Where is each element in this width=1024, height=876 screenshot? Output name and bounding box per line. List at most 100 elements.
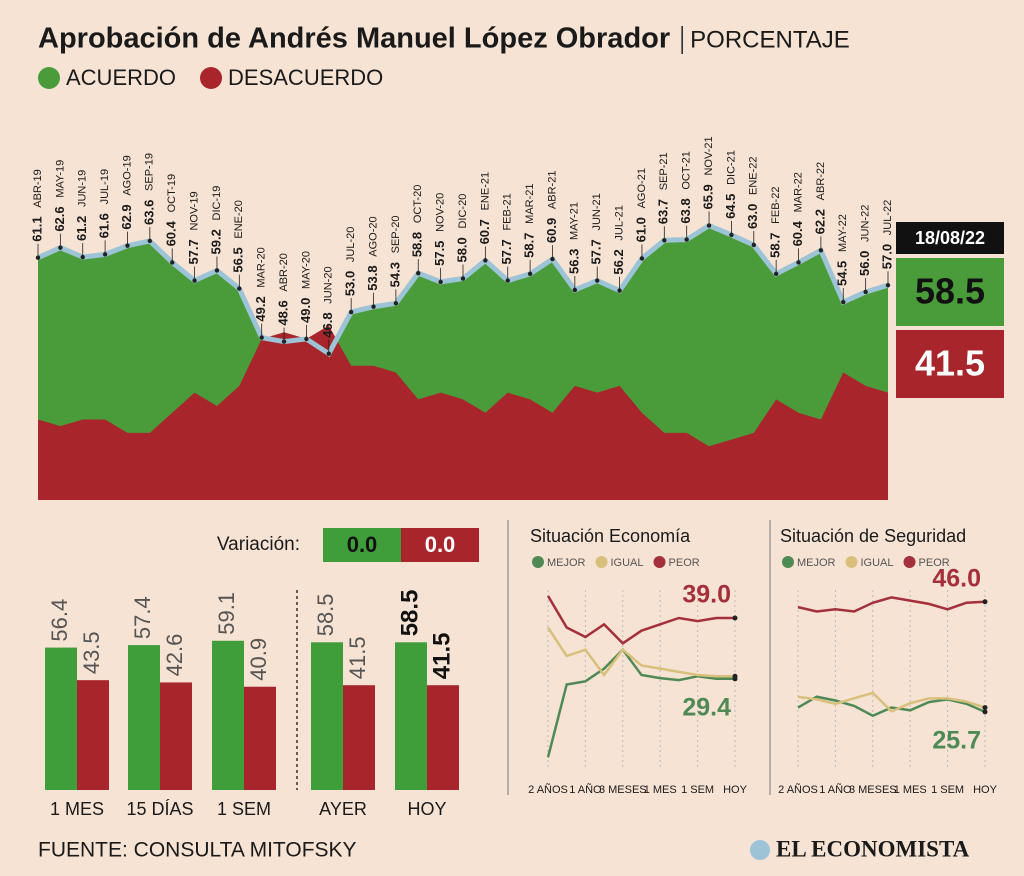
x-tick-label: MAY-19 [54, 160, 66, 198]
x-tick-label: 2 AÑOS [528, 783, 568, 796]
value-label: 56.5 [231, 247, 246, 272]
value-label: 57.7 [186, 239, 201, 264]
variation-box [401, 528, 479, 562]
legend-swatch [653, 556, 666, 568]
value-label: 58.8 [410, 232, 425, 257]
end-point [732, 615, 738, 621]
area [38, 325, 888, 500]
value-label: 53.0 [343, 271, 358, 296]
line [546, 626, 735, 678]
x-tick-label: DIC-21 [725, 150, 737, 185]
value-label: 64.5 [723, 194, 738, 219]
value-label: 41.5 [428, 632, 455, 679]
value-label: 62.6 [52, 206, 67, 231]
bar [395, 642, 427, 790]
variation-value: 0.0 [347, 532, 378, 557]
date-box [896, 222, 1004, 254]
value-label: 60.4 [790, 220, 805, 246]
x-tick-label: JUN-20 [323, 266, 335, 303]
x-tick-label: MAR-21 [524, 183, 536, 223]
x-tick-label: MAY-21 [569, 202, 581, 240]
bar [427, 685, 459, 790]
x-tick-label: ENE-20 [233, 200, 245, 239]
legend-label: PEOR [669, 557, 700, 569]
value-label: 46.8 [320, 312, 335, 337]
chart-title: Situación Economía [530, 526, 691, 546]
value-label: 58.5 [313, 593, 338, 636]
latest-value: 41.5 [915, 343, 985, 384]
value-label: 63.6 [141, 200, 156, 225]
x-tick-label: 1 MES [644, 784, 677, 796]
value-label: 49.2 [253, 296, 268, 321]
end-point [732, 673, 738, 679]
value-label: 59.1 [214, 592, 239, 635]
bar [160, 682, 192, 790]
value-label: 58.0 [454, 237, 469, 262]
x-tick-label: JUN-22 [860, 205, 872, 242]
legend-swatch [532, 556, 544, 568]
line [546, 647, 735, 758]
bar [128, 645, 160, 790]
x-tick-label: 1 SEM [931, 784, 964, 796]
x-tick-label: ABR-21 [546, 171, 558, 210]
latest-box [896, 330, 1004, 398]
value-label: 40.9 [246, 638, 271, 681]
value-label: 60.7 [477, 219, 492, 244]
x-tick-label: NOV-20 [435, 193, 447, 232]
value-label: 58.5 [396, 590, 423, 637]
legend-label: IGUAL [861, 557, 894, 569]
x-tick-label: 1 MES [894, 784, 927, 796]
x-tick-label: HOY [407, 799, 446, 819]
x-tick-label: JUN-19 [77, 170, 89, 207]
end-point [982, 709, 988, 715]
value-label: 43.5 [79, 631, 104, 674]
value-label: 56.2 [611, 249, 626, 274]
latest-value: 58.5 [915, 271, 985, 312]
value-label: 57.0 [879, 244, 894, 269]
x-tick-label: HOY [723, 784, 748, 796]
end-point [982, 599, 988, 605]
end-point [982, 705, 988, 711]
chart-title: Situación de Seguridad [780, 526, 966, 546]
end-label: 25.7 [932, 727, 981, 755]
x-tick-label: ABR-20 [278, 253, 290, 292]
value-label: 62.9 [119, 204, 134, 229]
legend-label: MEJOR [797, 557, 836, 569]
line [797, 596, 986, 613]
value-label: 61.6 [97, 213, 112, 238]
value-label: 61.2 [74, 216, 89, 241]
subtitle: PORCENTAJE [690, 26, 850, 53]
line [797, 695, 986, 718]
x-tick-label: 15 DÍAS [126, 799, 193, 819]
x-tick-label: SEP-20 [390, 215, 402, 253]
legend-label: PEOR [919, 557, 950, 569]
value-label: 57.5 [432, 241, 447, 266]
x-tick-label: MAR-20 [256, 247, 268, 287]
line [546, 595, 735, 645]
value-label: 58.7 [522, 233, 537, 258]
x-tick-label: SEP-21 [658, 152, 670, 190]
x-tick-label: ABR-19 [32, 169, 44, 208]
bar [244, 686, 276, 790]
value-label: 63.8 [678, 198, 693, 223]
value-label: 57.7 [499, 239, 514, 264]
x-tick-label: NOV-21 [703, 136, 715, 175]
value-label: 54.5 [835, 261, 850, 286]
x-tick-label: JUL-21 [613, 205, 625, 240]
value-label: 42.6 [162, 634, 187, 677]
bar [311, 642, 343, 790]
x-tick-label: SEP-19 [144, 153, 156, 191]
x-tick-label: 1 AÑO [569, 783, 602, 796]
x-tick-label: AGO-20 [367, 216, 379, 256]
x-tick-label: ENE-22 [748, 156, 760, 195]
date: 18/08/22 [915, 228, 985, 248]
x-tick-label: 1 SEM [681, 784, 714, 796]
x-tick-label: JUL-19 [99, 169, 111, 204]
logo-icon [750, 840, 770, 860]
value-label: 60.4 [164, 220, 179, 246]
value-label: 49.0 [298, 298, 313, 323]
value-label: 53.8 [365, 265, 380, 290]
x-tick-label: OCT-21 [681, 151, 693, 190]
x-tick-label: MAY-22 [837, 214, 849, 252]
variation-box [323, 528, 401, 562]
